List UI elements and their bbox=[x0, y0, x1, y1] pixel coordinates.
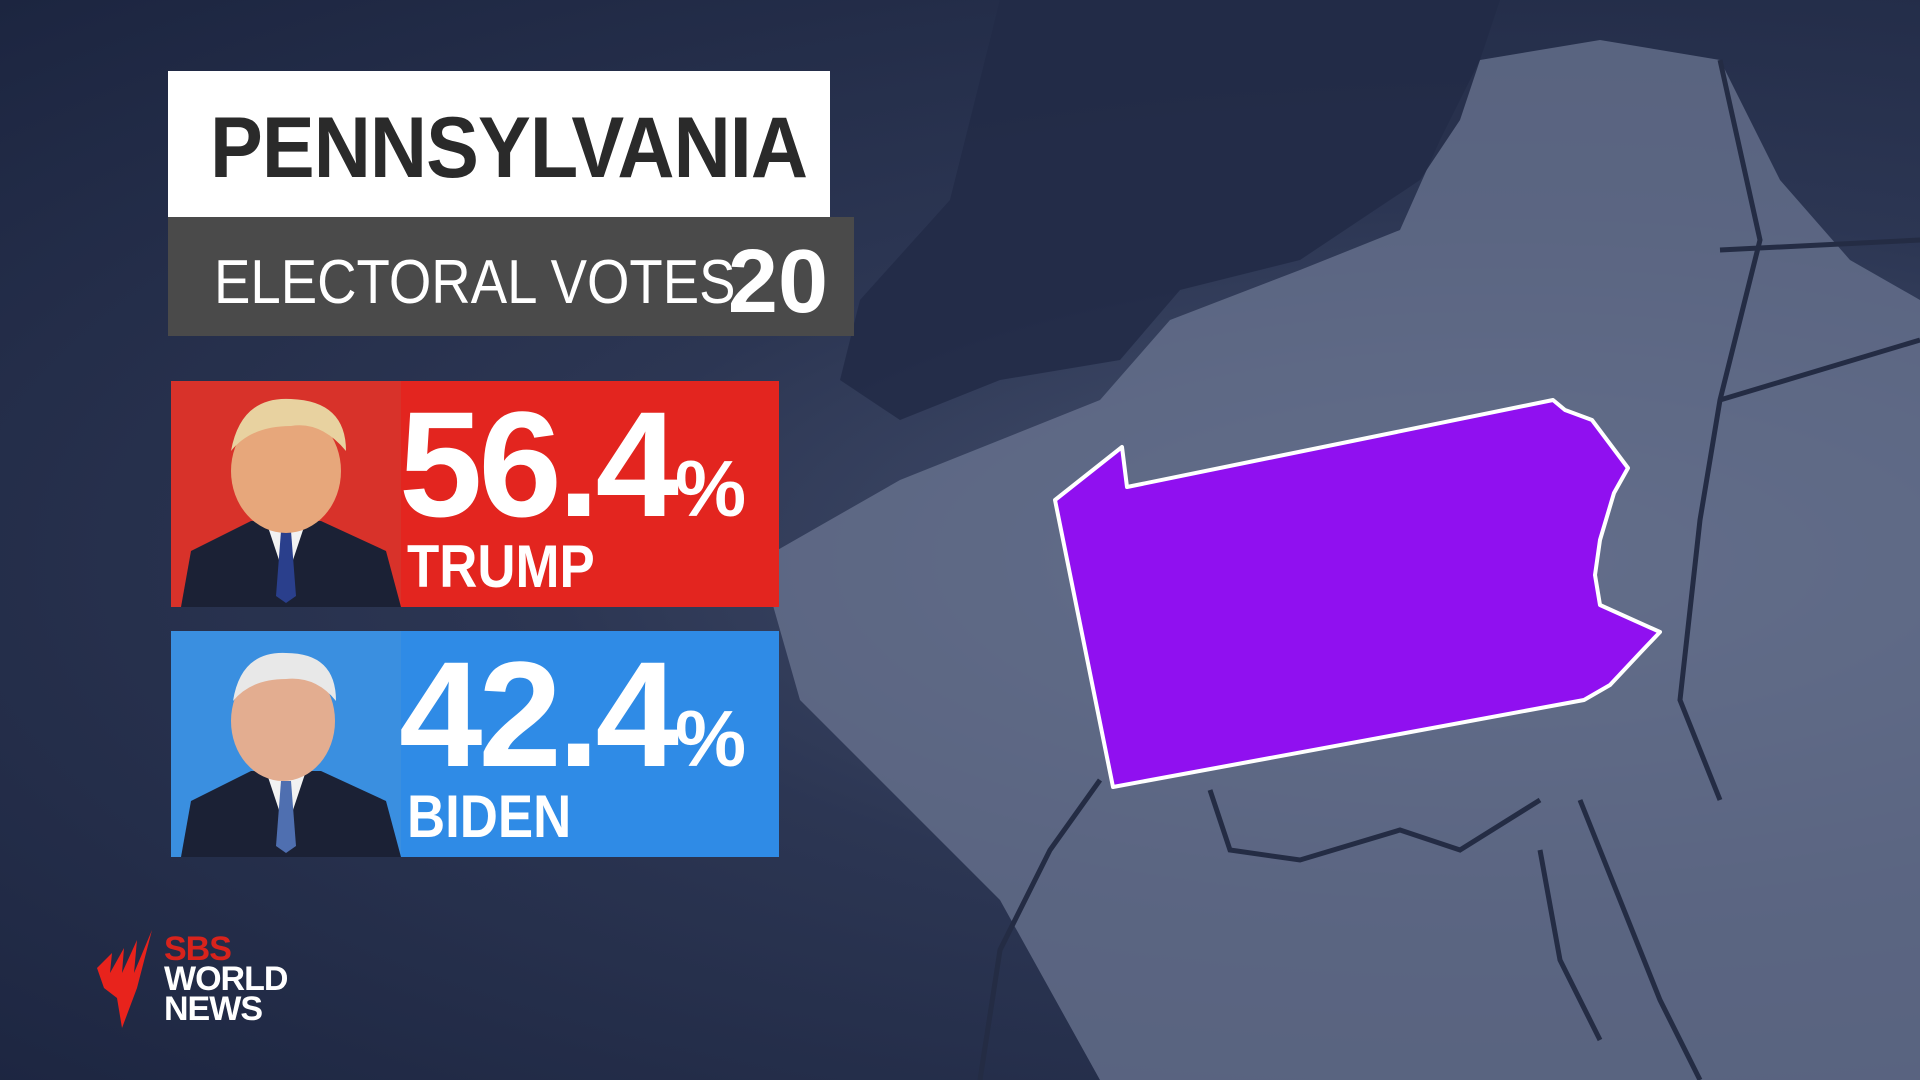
pennsylvania-shape bbox=[1053, 398, 1662, 789]
logo-sbs: SBS bbox=[164, 930, 232, 968]
biden-photo bbox=[171, 631, 401, 857]
biden-percent: 42.4% bbox=[399, 639, 746, 789]
electoral-votes-box: ELECTORAL VOTES 20 bbox=[168, 217, 854, 336]
trump-percent: 56.4% bbox=[399, 389, 746, 539]
state-name: PENNSYLVANIA bbox=[210, 100, 808, 196]
biden-percent-value: 42.4 bbox=[399, 631, 679, 798]
state-borders bbox=[977, 59, 1920, 1080]
candidate-trump-panel: 56.4% TRUMP bbox=[171, 381, 779, 607]
biden-name: BIDEN bbox=[407, 783, 572, 850]
electoral-votes-count: 20 bbox=[727, 232, 828, 332]
trump-name: TRUMP bbox=[407, 533, 595, 600]
percent-sign: % bbox=[674, 444, 747, 533]
logo-world: WORLD bbox=[164, 960, 288, 998]
percent-sign: % bbox=[674, 694, 747, 783]
sbs-world-news-logo: SBS WORLD NEWS bbox=[92, 928, 292, 1028]
water-lake bbox=[840, 0, 1500, 420]
candidate-biden-panel: 42.4% BIDEN bbox=[171, 631, 779, 857]
sbs-mercator-icon bbox=[97, 930, 152, 1028]
trump-photo bbox=[171, 381, 401, 607]
electoral-votes-label: ELECTORAL VOTES bbox=[214, 248, 736, 317]
state-title-box: PENNSYLVANIA bbox=[168, 71, 830, 217]
trump-percent-value: 56.4 bbox=[399, 381, 679, 548]
logo-news: NEWS bbox=[164, 990, 263, 1028]
